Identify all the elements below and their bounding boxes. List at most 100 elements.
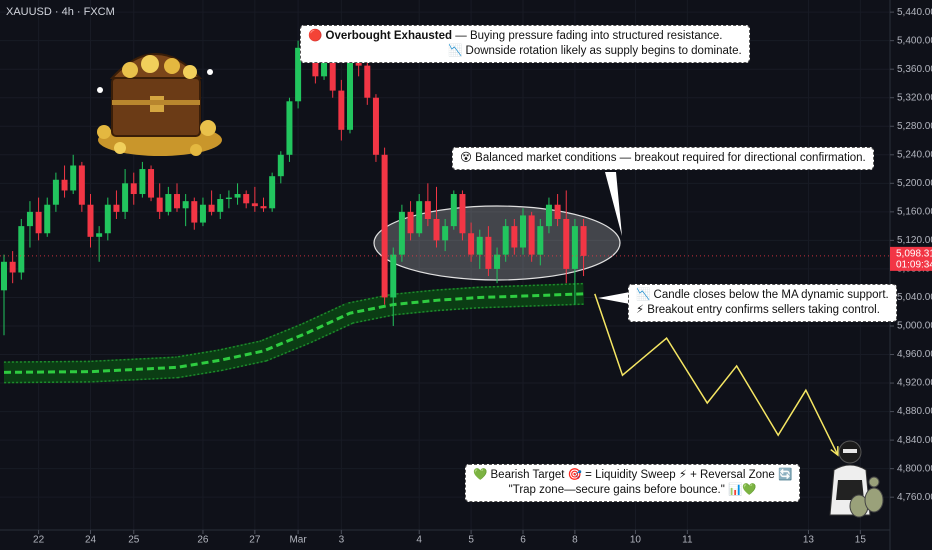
candle-body bbox=[199, 204, 206, 223]
candle-body bbox=[35, 211, 42, 234]
candle-body bbox=[347, 62, 353, 130]
countdown-label: 01:09:34 bbox=[896, 260, 932, 271]
candle-body bbox=[563, 218, 570, 269]
annotation-line: "Trap zone—secure gains before bounce." … bbox=[508, 484, 757, 496]
candle-body bbox=[381, 154, 388, 298]
y-tick-label: 5,160.00 bbox=[897, 206, 932, 217]
candle-body bbox=[156, 197, 163, 212]
symbol-title: XAUUSD · 4h · FXCM bbox=[6, 6, 115, 18]
annotation-breakdown: 📉 Candle closes below the MA dynamic sup… bbox=[628, 284, 897, 322]
last-price-label: 5,098.31 bbox=[896, 249, 932, 260]
projection-line bbox=[594, 293, 839, 456]
candle-body bbox=[234, 194, 241, 198]
y-tick-label: 5,360.00 bbox=[897, 64, 932, 75]
x-tick-label: 13 bbox=[803, 535, 815, 546]
candle-body bbox=[416, 201, 423, 234]
candle-body bbox=[476, 236, 483, 255]
x-tick-label: 6 bbox=[520, 535, 526, 546]
annotation-line: 💚 Bearish Target 🎯 = Liquidity Sweep ⚡ +… bbox=[473, 469, 793, 481]
candle-body bbox=[208, 204, 215, 212]
y-tick-label: 5,120.00 bbox=[897, 235, 932, 246]
annotation-line: ⚡ Breakout entry confirms sellers taking… bbox=[636, 304, 880, 316]
x-tick-label: 25 bbox=[128, 535, 140, 546]
candle-body bbox=[580, 226, 587, 256]
candle-body bbox=[174, 194, 180, 209]
candle-body bbox=[424, 201, 431, 219]
x-tick-label: 22 bbox=[33, 535, 45, 546]
projection bbox=[594, 172, 839, 457]
x-tick-label: 3 bbox=[339, 535, 345, 546]
callout-tail bbox=[605, 172, 622, 236]
candle-body bbox=[130, 183, 137, 195]
candle-body bbox=[148, 169, 155, 198]
annotation-overbought: 🔴 Overbought Exhausted — Buying pressure… bbox=[300, 25, 750, 63]
x-tick-label: 10 bbox=[630, 535, 642, 546]
candle-body bbox=[528, 215, 535, 255]
annotation-line: 🔴 Overbought Exhausted — Buying pressure… bbox=[308, 29, 742, 44]
candle-body bbox=[295, 47, 302, 102]
x-tick-label: 26 bbox=[197, 535, 209, 546]
candle-body bbox=[459, 194, 466, 234]
candle-body bbox=[364, 65, 371, 98]
thief-figure bbox=[829, 440, 884, 518]
y-tick-label: 5,320.00 bbox=[897, 92, 932, 103]
candle-body bbox=[571, 226, 578, 269]
candle-body bbox=[26, 211, 33, 227]
candle-body bbox=[96, 233, 103, 237]
icon: 🔴 bbox=[308, 30, 323, 42]
y-tick-label: 5,240.00 bbox=[897, 149, 932, 160]
candle-body bbox=[1, 261, 7, 291]
annotation-heading: Overbought Exhausted bbox=[325, 30, 453, 42]
x-tick-label: Mar bbox=[289, 535, 307, 546]
callout-tail bbox=[598, 292, 630, 304]
annotation-line: 📉 Downside rotation likely as supply beg… bbox=[448, 45, 742, 57]
candle-body bbox=[113, 204, 120, 212]
candle-body bbox=[511, 226, 518, 248]
candle-body bbox=[355, 62, 362, 66]
candle-body bbox=[407, 211, 414, 234]
annotation-target: 💚 Bearish Target 🎯 = Liquidity Sweep ⚡ +… bbox=[465, 464, 801, 502]
annotation-line: 😵 Balanced market conditions — breakout … bbox=[460, 152, 866, 164]
candle-body bbox=[87, 204, 94, 237]
y-tick-label: 4,840.00 bbox=[897, 435, 932, 446]
candle-body bbox=[191, 201, 198, 223]
candle-body bbox=[217, 199, 224, 212]
candle-body bbox=[243, 194, 250, 204]
candle-body bbox=[122, 183, 129, 212]
y-tick-label: 5,280.00 bbox=[897, 121, 932, 132]
x-tick-label: 4 bbox=[416, 535, 422, 546]
candle-body bbox=[70, 165, 77, 191]
candle-body bbox=[182, 201, 189, 209]
y-tick-label: 5,200.00 bbox=[897, 178, 932, 189]
candle-body bbox=[225, 197, 232, 200]
candle-body bbox=[372, 97, 379, 155]
candle-body bbox=[329, 37, 336, 91]
y-tick-label: 4,960.00 bbox=[897, 349, 932, 360]
candle-body bbox=[104, 204, 111, 234]
y-tick-label: 5,400.00 bbox=[897, 35, 932, 46]
candle-body bbox=[78, 165, 85, 205]
y-tick-label: 5,440.00 bbox=[897, 7, 932, 18]
candle-body bbox=[251, 203, 258, 207]
candles bbox=[1, 26, 587, 336]
candle-body bbox=[537, 226, 544, 255]
candle-body bbox=[269, 176, 276, 209]
candle-body bbox=[52, 179, 59, 205]
x-tick-label: 5 bbox=[468, 535, 474, 546]
candle-body bbox=[18, 226, 25, 273]
candle-body bbox=[398, 211, 405, 255]
y-tick-label: 4,920.00 bbox=[897, 378, 932, 389]
moving-average bbox=[3, 282, 584, 384]
x-tick-label: 24 bbox=[85, 535, 97, 546]
treasure-chest bbox=[97, 53, 222, 156]
candle-body bbox=[494, 254, 501, 269]
y-tick-label: 5,040.00 bbox=[897, 292, 932, 303]
annotation-text: — Buying pressure fading into structured… bbox=[455, 30, 723, 42]
candle-body bbox=[277, 154, 284, 177]
candle-body bbox=[433, 218, 440, 241]
last-price-tag bbox=[890, 246, 932, 271]
candle-body bbox=[468, 233, 475, 255]
